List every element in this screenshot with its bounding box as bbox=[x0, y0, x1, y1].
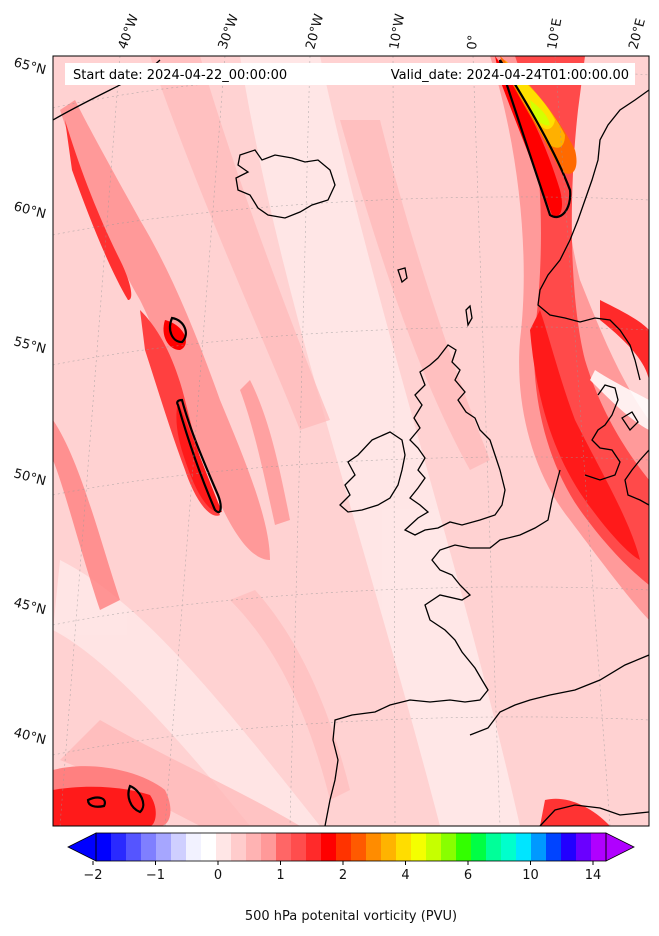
baltic-island bbox=[621, 411, 639, 432]
colorbar-cell bbox=[426, 833, 442, 861]
lat-label-65n: 65°N bbox=[12, 55, 48, 78]
colorbar-cell bbox=[246, 833, 262, 861]
denmark-coast bbox=[584, 384, 621, 481]
lon-label-20w: 20°W bbox=[303, 12, 327, 51]
lon-label-0: 0° bbox=[465, 34, 481, 50]
ireland-coast bbox=[339, 431, 406, 513]
colorbar-cell bbox=[531, 833, 547, 861]
pv-field-light-bands bbox=[53, 56, 520, 826]
colorbar-left-arrow bbox=[67, 832, 97, 862]
colorbar-cell bbox=[306, 833, 322, 861]
colorbar-cell bbox=[591, 833, 607, 861]
colorbar-ticks: −2 −1 0 1 2 4 6 10 14 bbox=[83, 861, 601, 883]
colorbar-cell bbox=[111, 833, 127, 861]
graticule bbox=[53, 56, 649, 826]
colorbar-tick-label: 6 bbox=[464, 868, 472, 883]
colorbar-cell bbox=[501, 833, 517, 861]
colorbar-label: 500 hPa potenital vorticity (PVU) bbox=[245, 909, 457, 924]
colorbar-cell bbox=[231, 833, 247, 861]
colorbar-frame bbox=[95, 832, 607, 862]
colorbar-cell bbox=[381, 833, 397, 861]
colorbar-cell bbox=[351, 833, 367, 861]
header-strip bbox=[65, 63, 635, 85]
pv-field-east-band bbox=[490, 56, 649, 826]
lon-label-10e: 10°E bbox=[545, 17, 565, 50]
colorbar-tick-label: 14 bbox=[585, 868, 602, 883]
colorbar-tick-label: 10 bbox=[522, 868, 539, 883]
shetland-coast bbox=[465, 304, 473, 327]
colorbar-cell bbox=[441, 833, 457, 861]
lon-label-30w: 30°W bbox=[216, 12, 242, 51]
north-africa-coast bbox=[539, 804, 649, 826]
colorbar-cell bbox=[471, 833, 487, 861]
colorbar-cell bbox=[561, 833, 577, 861]
colorbar-cell bbox=[396, 833, 412, 861]
colorbar-tick-label: −1 bbox=[146, 868, 165, 883]
colorbar-tick-label: 1 bbox=[276, 868, 284, 883]
colorbar-cell bbox=[141, 833, 157, 861]
colorbar-cell bbox=[486, 833, 502, 861]
colorbar-cell bbox=[456, 833, 472, 861]
lon-label-40w: 40°W bbox=[116, 12, 142, 51]
colorbar-cell bbox=[336, 833, 352, 861]
pv-2pvu-contours bbox=[86, 59, 572, 814]
colorbar-cell bbox=[261, 833, 277, 861]
colorbar-tick-label: −2 bbox=[83, 868, 102, 883]
colorbar-cell bbox=[156, 833, 172, 861]
colorbar-cell bbox=[321, 833, 337, 861]
colorbar: −2 −1 0 1 2 4 6 10 14 500 hPa potenital vorticit… bbox=[67, 832, 635, 924]
colorbar-cell bbox=[366, 833, 382, 861]
colorbar-cell bbox=[276, 833, 292, 861]
map-frame bbox=[52, 55, 650, 827]
colorbar-tick-label: 2 bbox=[339, 868, 347, 883]
lat-label-55n: 55°N bbox=[12, 334, 48, 357]
scandinavia-coast bbox=[537, 89, 649, 381]
lat-label-60n: 60°N bbox=[12, 199, 48, 222]
longitude-labels: 40°W 30°W 20°W 10°W 0° 10°E 20°E bbox=[116, 12, 649, 51]
map-panel: Start date: 2024-04-22_00:00:00 Valid_da… bbox=[53, 56, 649, 826]
start-date-text: Start date: 2024-04-22_00:00:00 bbox=[73, 68, 287, 83]
lon-label-10w: 10°W bbox=[387, 13, 408, 51]
lat-label-40n: 40°N bbox=[12, 725, 48, 748]
colorbar-cell bbox=[171, 833, 187, 861]
colorbar-cell bbox=[216, 833, 232, 861]
colorbar-cell bbox=[291, 833, 307, 861]
colorbar-cell bbox=[546, 833, 562, 861]
mediterranean-coast bbox=[469, 654, 649, 736]
colorbar-cell bbox=[516, 833, 532, 861]
colorbar-cell bbox=[96, 833, 112, 861]
colorbar-tick-label: 0 bbox=[214, 868, 222, 883]
baltic-coast bbox=[624, 449, 649, 506]
lat-label-45n: 45°N bbox=[12, 595, 48, 618]
colorbar-cell bbox=[126, 833, 142, 861]
colorbar-cell bbox=[576, 833, 592, 861]
colorbar-cell bbox=[201, 833, 217, 861]
latitude-labels: 65°N 60°N 55°N 50°N 45°N 40°N bbox=[12, 55, 48, 748]
valid-date-text: Valid_date: 2024-04-24T01:00:00.00 bbox=[391, 68, 629, 83]
colorbar-cell bbox=[186, 833, 202, 861]
colorbar-cells bbox=[96, 833, 607, 861]
faroe-coast bbox=[397, 267, 408, 284]
lon-label-20e: 20°E bbox=[626, 17, 649, 51]
great-britain-coast bbox=[403, 344, 506, 536]
colorbar-tick-label: 4 bbox=[401, 868, 409, 883]
iceland-coast bbox=[235, 149, 336, 219]
lat-label-50n: 50°N bbox=[12, 466, 48, 489]
continental-europe-coast bbox=[324, 469, 561, 826]
colorbar-right-arrow bbox=[605, 832, 635, 862]
colorbar-cell bbox=[411, 833, 427, 861]
